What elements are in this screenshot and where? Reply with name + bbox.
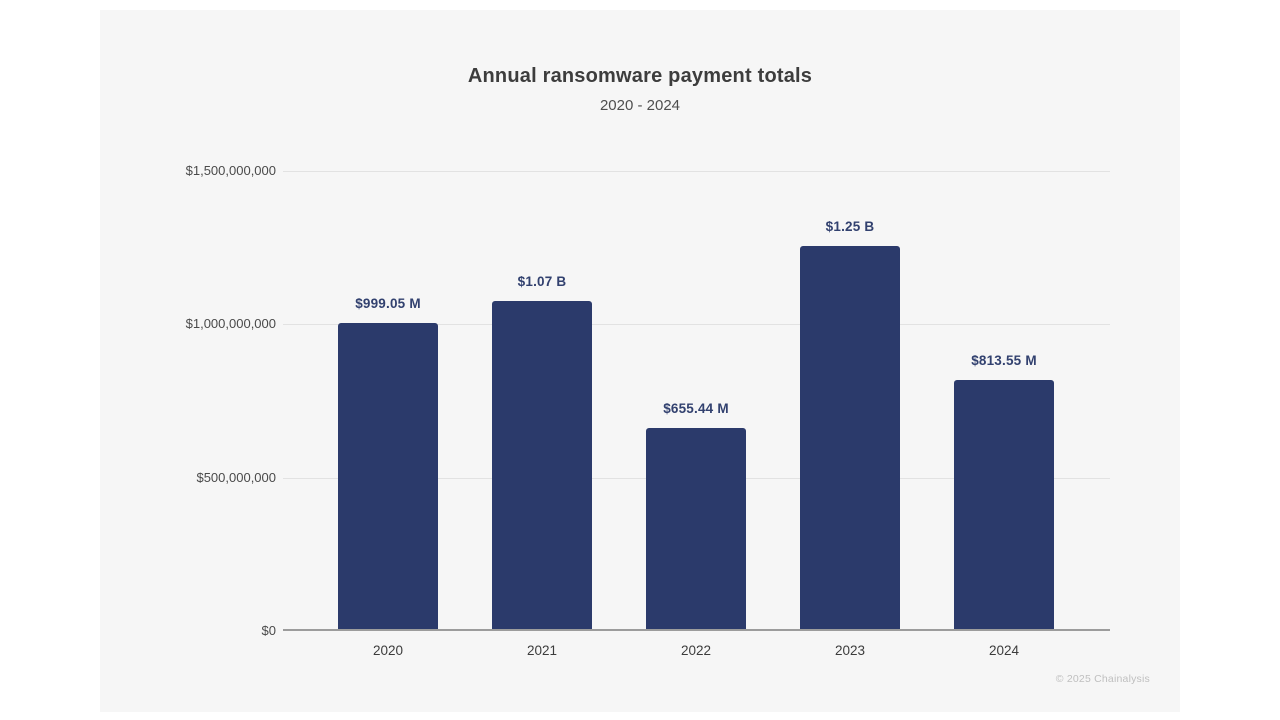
y-axis-labels: $0 $500,000,000 $1,000,000,000 $1,500,000,0… [100,163,276,638]
bar-2023 [800,245,900,629]
chart-card: Annual ransomware payment totals 2020 - … [100,10,1180,712]
bar-value-label-2021: $1.07 B [517,273,567,289]
gridline [283,324,1110,326]
y-tick-label: $500,000,000 [196,469,276,485]
bar-value-label-2023: $1.25 B [825,218,875,234]
bar-2020 [338,322,438,629]
bar-2022 [646,428,746,629]
plot-area: $999.05 M $1.07 B $655.44 M $1.25 B $813.55 … [283,171,1110,631]
x-tick-label-2023: 2023 [834,643,866,658]
x-tick-label-2022: 2022 [680,643,712,658]
x-tick-label-2021: 2021 [526,643,558,658]
chart-credit: © 2025 Chainalysis [1055,673,1150,685]
bar-2024 [954,379,1054,629]
x-axis-labels: 2020 2021 2022 2023 2024 [283,643,1110,667]
bar-2021 [492,300,592,629]
gridline [283,171,1110,172]
x-tick-label-2020: 2020 [372,643,404,658]
chart-subtitle: 2020 - 2024 [599,97,681,114]
bar-value-label-2024: $813.55 M [971,352,1037,368]
bar-value-label-2020: $999.05 M [355,295,421,311]
y-tick-label: $1,000,000,000 [185,316,276,332]
x-tick-label-2024: 2024 [988,643,1020,658]
y-tick-label: $0 [261,623,276,638]
bar-value-label-2022: $655.44 M [663,401,729,416]
chart-title: Annual ransomware payment totals [467,65,813,87]
y-tick-label: $1,500,000,000 [185,163,276,178]
